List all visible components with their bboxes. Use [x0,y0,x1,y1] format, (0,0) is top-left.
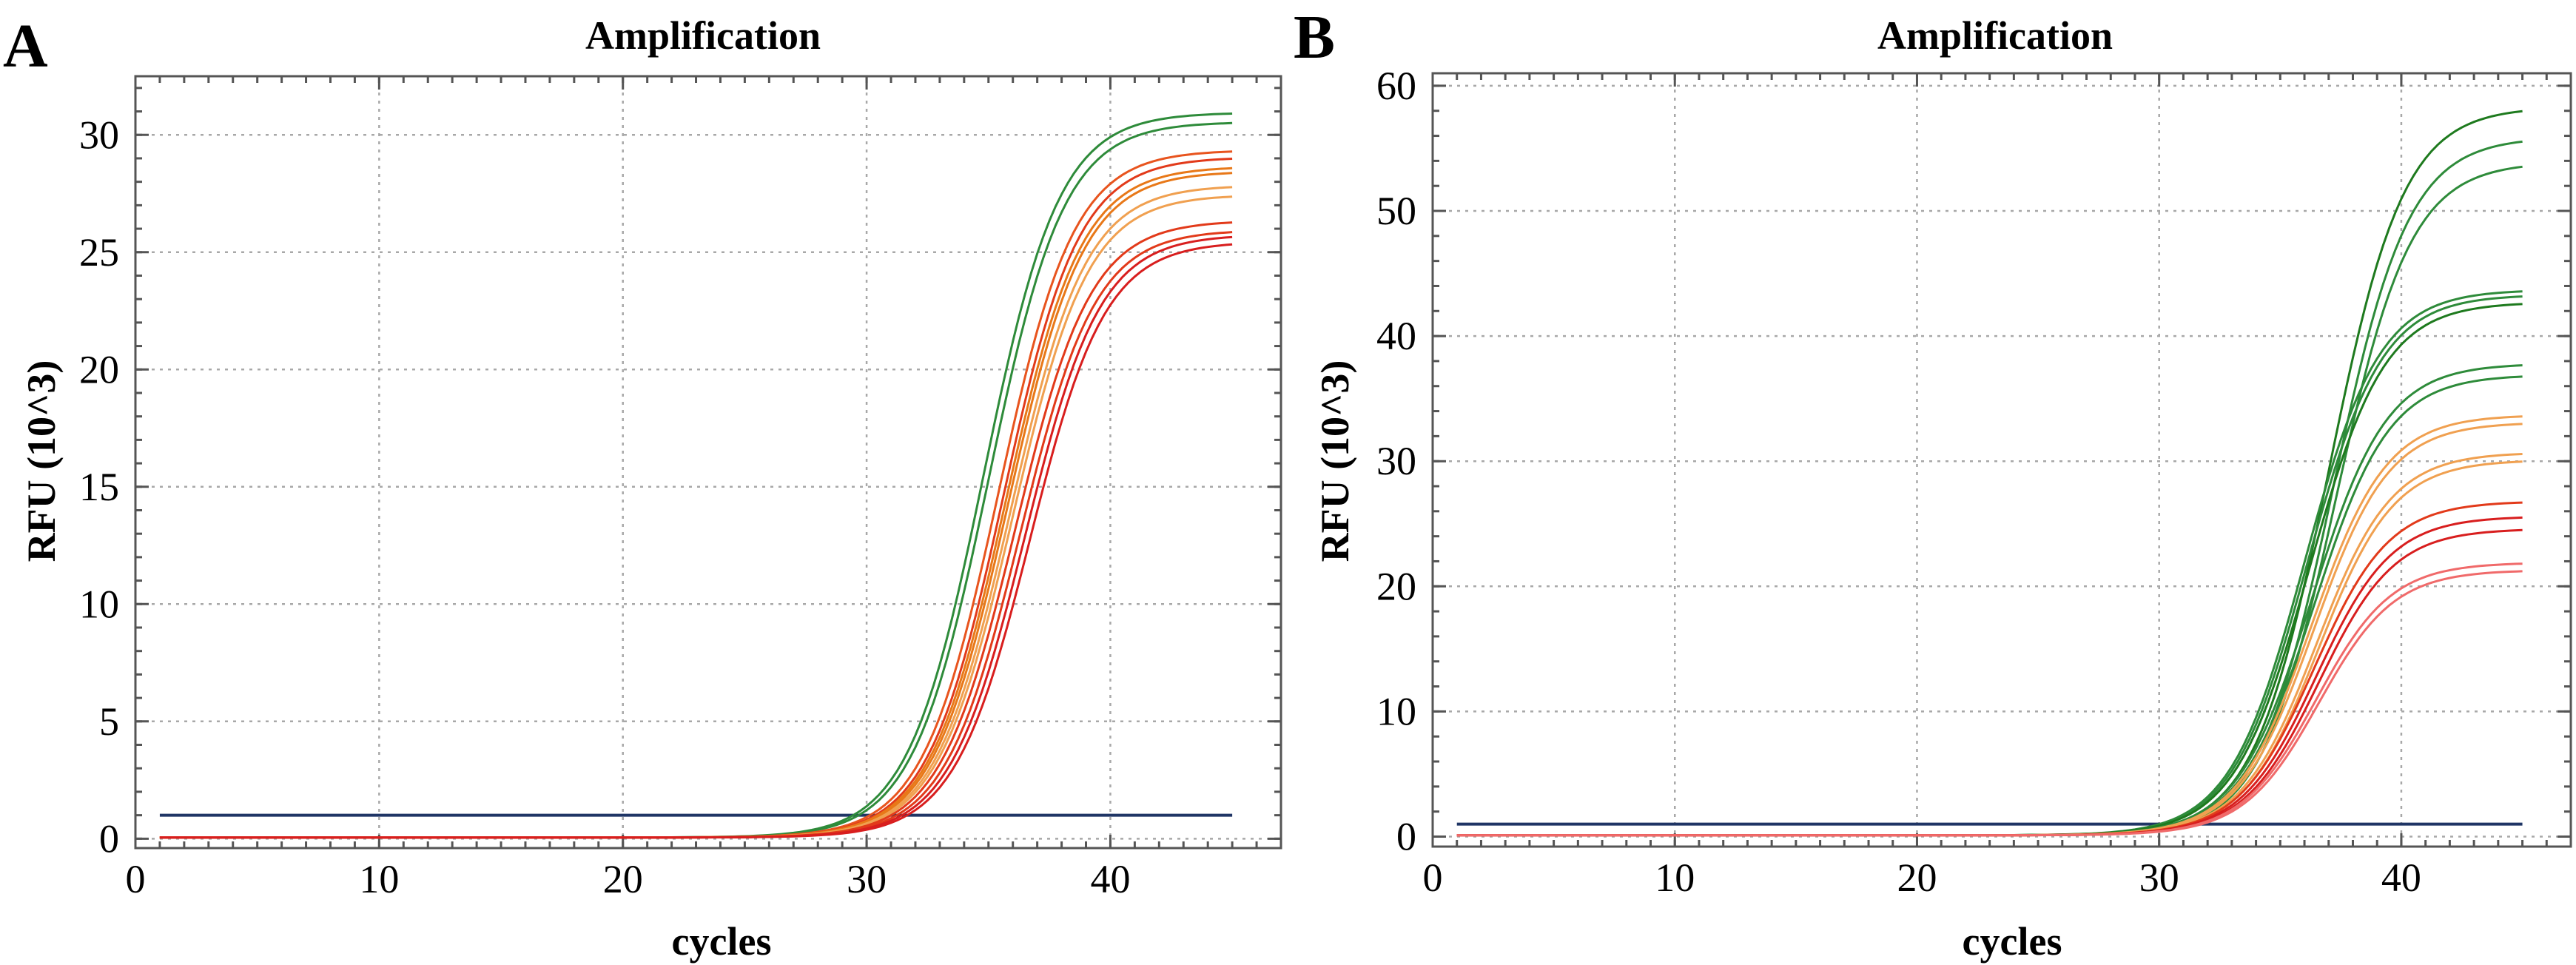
x-tick-label: 0 [126,857,146,901]
panel-a: A Amplification cycles RFU (10^3) 0 10 20 3… [3,12,1282,964]
x-tick-label: 40 [1090,857,1130,901]
amplification-curve-b-4 [1456,290,2523,837]
y-tick-label: 50 [1376,189,1416,233]
y-tick-label: 60 [1376,64,1416,108]
amplification-curve-a-6 [159,172,1233,839]
panel-letter-b: B [1294,3,1335,72]
x-tick-label: 20 [1897,855,1937,900]
y-tick-label: 15 [79,465,119,509]
amplification-curve-b-5 [1456,295,2523,837]
curves-b [1456,110,2523,837]
plot-frame-b [1431,72,2572,848]
y-tick-label: 10 [79,582,119,626]
amplification-curve-a-1 [159,112,1233,839]
amplification-curve-a-12 [159,243,1233,839]
x-tick-label: 30 [847,857,887,901]
y-tick-label: 40 [1376,314,1416,358]
ticks-b: 0 10 20 30 40 0 10 20 30 40 50 60 [1376,64,2572,900]
chart-title-b: Amplification [1877,13,2113,58]
chart-title-a: Amplification [585,13,821,58]
amplification-curve-b-14 [1456,516,2523,837]
y-tick-label: 10 [1376,689,1416,733]
amplification-curve-b-2 [1456,140,2523,837]
amplification-curve-a-9 [159,221,1233,839]
amplification-curve-b-13 [1456,501,2523,837]
amplification-curve-b-15 [1456,528,2523,837]
y-tick-label: 20 [79,347,119,391]
x-tick-label: 10 [1655,855,1695,900]
amplification-curve-a-10 [159,231,1233,839]
panel-letter-a: A [3,12,48,81]
amplification-curve-b-12 [1456,460,2523,837]
x-tick-label: 30 [2139,855,2179,900]
curves-a [159,112,1233,839]
x-tick-label: 20 [603,857,643,901]
plot-frame-a [134,75,1282,850]
x-tick-label: 0 [1423,855,1443,900]
amplification-curve-a-5 [159,167,1233,839]
y-tick-label: 20 [1376,564,1416,608]
y-tick-label: 25 [79,230,119,275]
y-axis-title-a: RFU (10^3) [19,360,64,562]
amplification-curve-a-11 [159,235,1233,839]
x-tick-label: 10 [359,857,399,901]
y-tick-label: 30 [79,112,119,157]
amplification-curve-a-2 [159,121,1233,839]
amplification-curve-b-17 [1456,570,2523,837]
panel-b: B Amplification cycles RFU (10^3) 0 10 20 3… [1294,3,2572,964]
y-tick-label: 5 [99,699,119,744]
y-tick-label: 30 [1376,439,1416,483]
ticks-a: 0 10 20 30 40 0 5 10 15 20 25 30 [79,76,1282,901]
x-tick-label: 40 [2381,855,2421,900]
amplification-curve-a-4 [159,158,1233,839]
amplification-curve-b-8 [1456,375,2523,837]
grid-a [135,76,1281,848]
x-axis-title-b: cycles [1963,919,2062,964]
grid-b [1433,73,2571,847]
y-tick-label: 0 [1396,814,1416,858]
y-tick-label: 0 [99,816,119,861]
amplification-curve-b-10 [1456,423,2523,837]
amplification-curve-a-7 [159,186,1233,839]
y-axis-title-b: RFU (10^3) [1313,360,1357,562]
amplification-curve-b-16 [1456,562,2523,837]
x-axis-title-a: cycles [672,919,772,964]
